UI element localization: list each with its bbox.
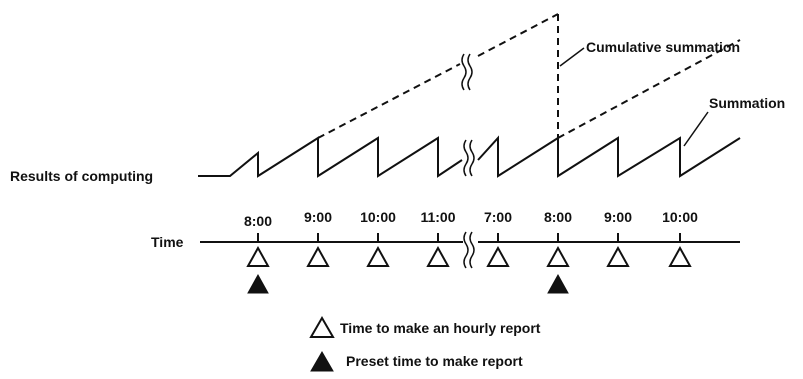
dashed-break-mark bbox=[461, 53, 473, 91]
summation-sawtooth-left bbox=[198, 136, 463, 178]
hourly-report-triangle-icon bbox=[426, 245, 450, 267]
summation-leader bbox=[683, 111, 709, 147]
preset-report-markers bbox=[247, 273, 569, 294]
time-tick-marks bbox=[257, 233, 681, 242]
preset-report-triangle-icon bbox=[247, 273, 269, 294]
time-tick-label: 7:00 bbox=[484, 209, 512, 225]
summation-sawtooth-right bbox=[477, 135, 741, 178]
results-of-computing-label: Results of computing bbox=[10, 168, 153, 184]
hourly-report-triangle-icon bbox=[546, 245, 570, 267]
hourly-report-triangle-icon bbox=[486, 245, 510, 267]
legend-hourly-label: Time to make an hourly report bbox=[340, 320, 541, 336]
legend-hourly-triangle-icon bbox=[309, 316, 335, 338]
time-tick-label: 8:00 bbox=[544, 209, 572, 225]
legend-preset-label: Preset time to make report bbox=[346, 353, 523, 369]
hourly-report-markers bbox=[246, 245, 692, 267]
hourly-report-triangle-icon bbox=[606, 245, 630, 267]
hourly-report-triangle-icon bbox=[668, 245, 692, 267]
legend-preset-triangle-icon bbox=[310, 351, 334, 372]
axis-break-mark bbox=[463, 231, 475, 269]
hourly-report-triangle-icon bbox=[366, 245, 390, 267]
hourly-report-triangle-icon bbox=[306, 245, 330, 267]
time-tick-label: 10:00 bbox=[360, 209, 396, 225]
time-tick-label: 10:00 bbox=[662, 209, 698, 225]
preset-report-triangle-icon bbox=[547, 273, 569, 294]
time-tick-label: 11:00 bbox=[420, 209, 455, 225]
time-tick-label: 9:00 bbox=[304, 209, 332, 225]
summation-waveform bbox=[198, 135, 741, 178]
legend: Time to make an hourly report Preset tim… bbox=[309, 316, 541, 372]
time-tick-label: 8:00 bbox=[244, 213, 272, 229]
summation-label: Summation bbox=[709, 95, 785, 111]
annotation-leaders bbox=[559, 47, 709, 147]
time-axis-label: Time bbox=[151, 234, 184, 250]
cumulative-summation-line bbox=[317, 13, 741, 139]
hourly-report-triangle-icon bbox=[246, 245, 270, 267]
cumulative-summation-label: Cumulative summation bbox=[586, 39, 740, 55]
time-tick-label: 9:00 bbox=[604, 209, 632, 225]
waveform-break-mark bbox=[463, 139, 475, 177]
cumulative-leader bbox=[559, 47, 585, 67]
